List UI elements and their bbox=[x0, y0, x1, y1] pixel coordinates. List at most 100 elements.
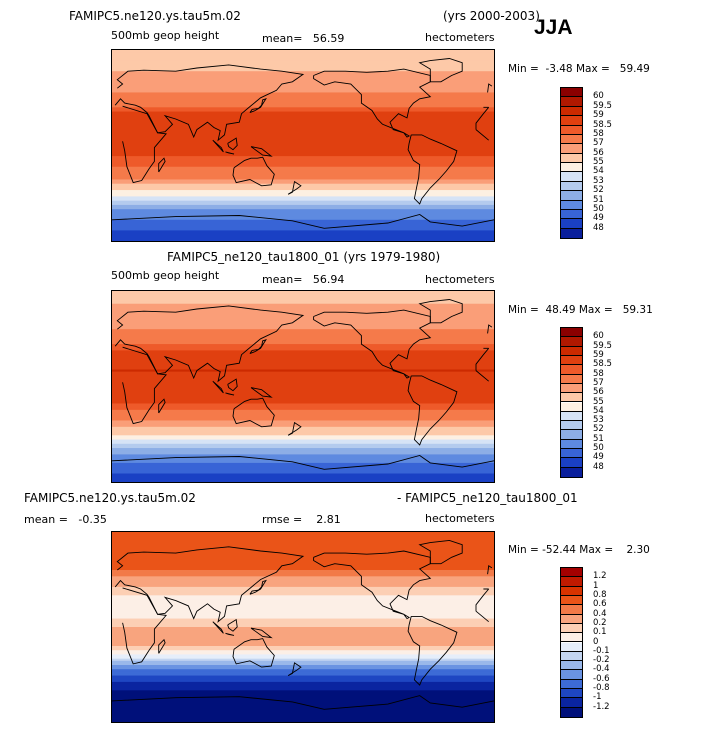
field-band bbox=[112, 399, 494, 402]
field-band bbox=[112, 132, 494, 136]
field-band bbox=[112, 137, 494, 140]
colorbar-label: 57 bbox=[593, 377, 604, 388]
field-band bbox=[112, 307, 494, 311]
coastline bbox=[487, 565, 493, 575]
field-band bbox=[112, 62, 494, 66]
field-band bbox=[112, 130, 494, 134]
field-band bbox=[112, 673, 494, 677]
field-band bbox=[112, 589, 494, 592]
coastline bbox=[418, 539, 463, 565]
field-band bbox=[112, 194, 494, 198]
colorbar-label: 59 bbox=[593, 110, 604, 121]
field-band bbox=[112, 561, 494, 565]
colorbar-label: 57 bbox=[593, 138, 604, 149]
field-band bbox=[112, 354, 494, 358]
field-band bbox=[112, 196, 494, 200]
field-band bbox=[112, 548, 494, 552]
colorbar-swatch bbox=[561, 577, 582, 587]
field-band bbox=[112, 435, 494, 439]
field-band bbox=[112, 329, 494, 332]
field-band bbox=[112, 416, 494, 419]
coastline bbox=[249, 338, 267, 355]
field-band bbox=[112, 717, 494, 721]
colorbar-swatch bbox=[561, 568, 582, 578]
colorbar-label: 0.6 bbox=[593, 599, 607, 610]
field-band bbox=[112, 411, 494, 415]
field-band bbox=[112, 348, 494, 352]
field-band bbox=[112, 177, 494, 181]
field-band bbox=[112, 420, 494, 424]
colorbar-label: 52 bbox=[593, 185, 604, 196]
field-band bbox=[112, 166, 494, 170]
colorbar-swatch bbox=[561, 365, 582, 375]
coastline bbox=[287, 421, 302, 436]
field-band bbox=[112, 181, 494, 185]
field-band bbox=[112, 126, 494, 130]
field-band bbox=[112, 392, 494, 396]
colorbar-label: 0 bbox=[593, 636, 599, 647]
field-band bbox=[112, 667, 494, 670]
coastline bbox=[225, 151, 235, 155]
coastline bbox=[313, 550, 432, 620]
panel3-units: hectometers bbox=[425, 512, 495, 525]
field-band bbox=[112, 637, 494, 641]
field-band bbox=[112, 656, 494, 660]
field-band bbox=[112, 139, 494, 142]
coastline bbox=[158, 638, 166, 654]
colorbar-swatch bbox=[561, 651, 582, 662]
colorbar-label: 50 bbox=[593, 203, 604, 214]
field-band bbox=[112, 291, 494, 294]
field-band bbox=[112, 236, 494, 240]
field-band bbox=[112, 105, 494, 108]
field-band bbox=[112, 479, 494, 482]
coastline bbox=[158, 398, 166, 414]
field-band bbox=[112, 692, 494, 696]
field-band bbox=[112, 320, 494, 324]
colorbar-label: 58 bbox=[593, 368, 604, 379]
field-band bbox=[112, 620, 494, 624]
coastline bbox=[487, 324, 493, 334]
panel1-units: hectometers bbox=[425, 31, 495, 44]
colorbar-swatch bbox=[561, 586, 582, 596]
field-band bbox=[112, 390, 494, 394]
colorbar-label: 54 bbox=[593, 405, 604, 416]
field-band bbox=[112, 639, 494, 643]
field-band bbox=[112, 448, 494, 451]
colorbar-label: 0.2 bbox=[593, 617, 607, 628]
field-band bbox=[112, 473, 494, 477]
coastline bbox=[407, 615, 458, 686]
field-band bbox=[112, 217, 494, 221]
field-band bbox=[112, 599, 494, 603]
field-band bbox=[112, 173, 494, 176]
field-band bbox=[112, 156, 494, 159]
field-band bbox=[112, 54, 494, 57]
colorbar-label: 0.1 bbox=[593, 627, 607, 638]
coastline bbox=[114, 64, 489, 142]
field-band bbox=[112, 658, 494, 662]
field-band bbox=[112, 572, 494, 575]
field-band bbox=[112, 460, 494, 464]
field-band bbox=[112, 327, 494, 330]
coastline bbox=[418, 299, 463, 324]
field-band bbox=[112, 69, 494, 72]
field-band bbox=[112, 386, 494, 390]
field-band bbox=[112, 576, 494, 580]
coastline bbox=[232, 156, 275, 187]
coastline bbox=[112, 695, 494, 710]
field-band bbox=[112, 536, 494, 539]
field-band bbox=[112, 213, 494, 217]
field-band bbox=[112, 160, 494, 164]
coastline bbox=[158, 157, 166, 173]
field-band bbox=[112, 671, 494, 675]
field-band bbox=[112, 380, 494, 383]
field-band bbox=[112, 477, 494, 481]
colorbar-swatch bbox=[561, 605, 582, 615]
field-band bbox=[112, 335, 494, 339]
colorbar-swatch bbox=[561, 219, 582, 229]
field-band bbox=[112, 646, 494, 649]
field-band bbox=[112, 337, 494, 341]
field-band bbox=[112, 431, 494, 434]
field-band bbox=[112, 403, 494, 407]
field-band bbox=[112, 648, 494, 651]
field-band bbox=[112, 467, 494, 470]
